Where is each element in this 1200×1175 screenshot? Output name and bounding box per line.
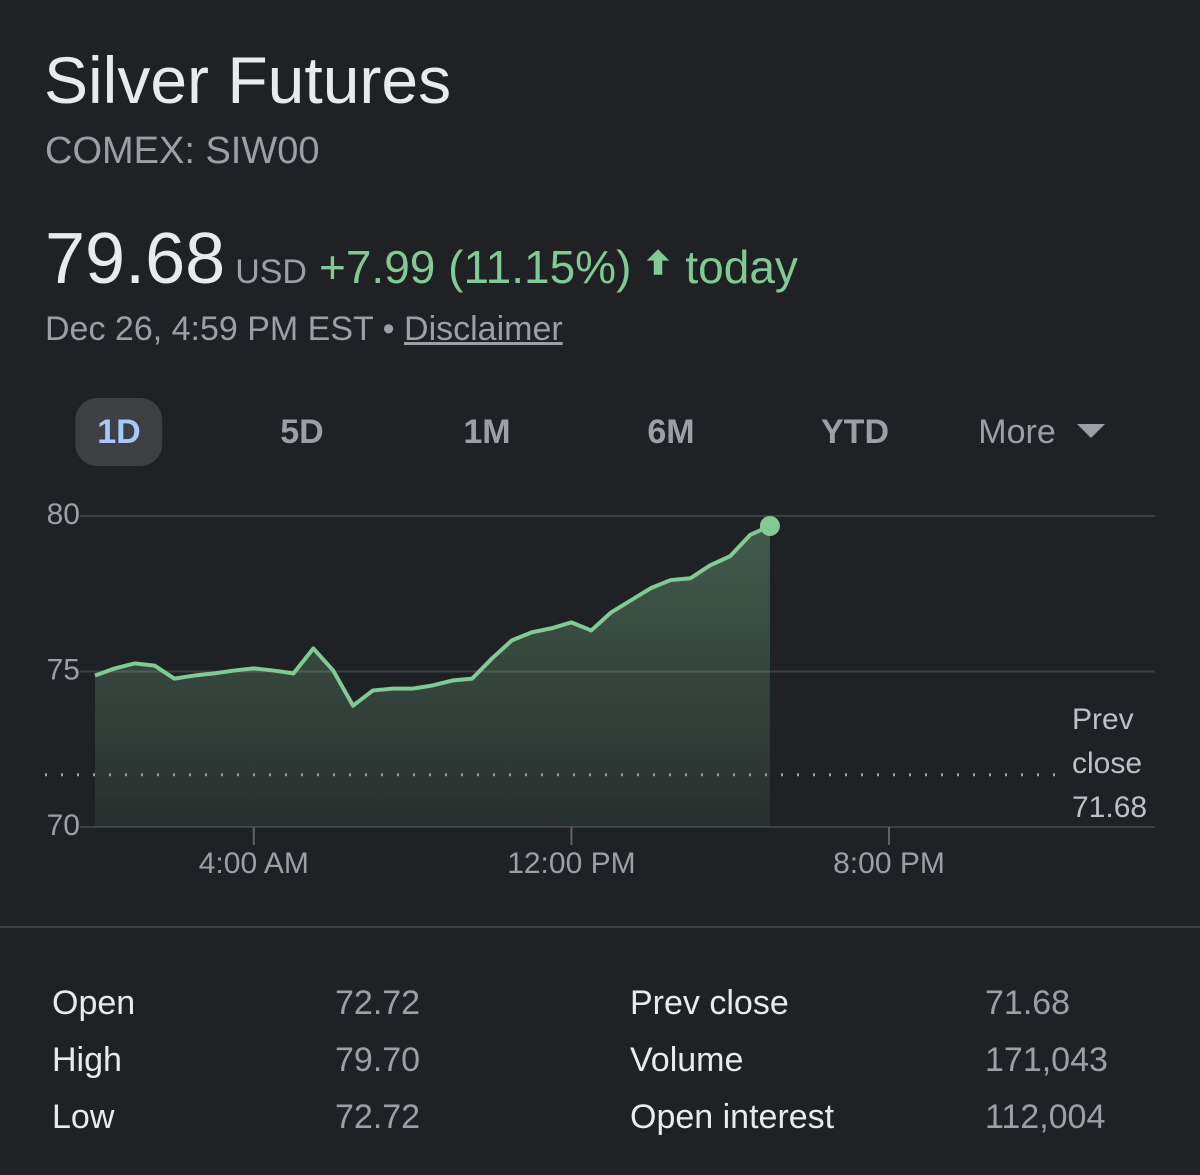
timestamp: Dec 26, 4:59 PM EST <box>45 310 374 348</box>
prev-close-value: 71.68 <box>1072 791 1148 824</box>
area <box>95 525 770 827</box>
stat-value: 112,004 <box>985 1098 1106 1136</box>
stat-value: 79.70 <box>335 1041 421 1079</box>
stat-label: Volume <box>630 1041 744 1079</box>
title: Silver Futures <box>44 43 452 117</box>
y-tick-label: 80 <box>47 498 80 531</box>
exchange: COMEX: SIW00 <box>45 130 320 172</box>
last-point <box>759 515 780 536</box>
change: +7.99 (11.15%) <box>318 241 632 293</box>
stat-value: 171,043 <box>985 1041 1108 1079</box>
stat-value: 72.72 <box>335 1098 421 1136</box>
stat-label: Low <box>52 1098 115 1136</box>
stat-label: High <box>52 1041 122 1079</box>
range-button[interactable]: 1D <box>75 398 163 466</box>
up-arrow <box>647 249 670 275</box>
chart: 70 75 80 4:00 AM 12:00 PM 8:00 PM <box>45 498 1155 880</box>
disclaimer-link[interactable]: Disclaimer <box>404 310 563 348</box>
prev-close-label: Prev close 71.68 <box>1072 698 1162 830</box>
range-button[interactable]: 5D <box>280 413 324 451</box>
timestamp-line: Dec 26, 4:59 PM EST • Disclaimer <box>45 310 563 349</box>
y-tick-label: 70 <box>47 809 80 842</box>
stat-label: Open interest <box>630 1098 835 1136</box>
price-line <box>94 524 771 708</box>
range-button[interactable]: YTD <box>821 413 889 451</box>
y-tick-label: 75 <box>47 653 80 686</box>
x-tick-label: 4:00 AM <box>199 847 309 880</box>
change-suffix: today <box>685 241 798 293</box>
separator: • <box>382 310 395 348</box>
x-tick-label: 12:00 PM <box>507 847 635 880</box>
stat-value: 71.68 <box>985 984 1071 1022</box>
price: 79.68 <box>45 219 226 299</box>
range-button[interactable]: 1M <box>463 413 511 451</box>
range-button[interactable]: 6M <box>647 413 695 451</box>
quote: 79.68 USD +7.99 (11.15%) today <box>45 218 798 300</box>
range-button[interactable]: More <box>978 413 1056 451</box>
stat-label: Prev close <box>630 984 789 1022</box>
prev-close-text: Prev close <box>1072 703 1143 780</box>
stat-label: Open <box>52 984 136 1022</box>
dropdown-arrow[interactable] <box>1077 424 1105 440</box>
divider <box>0 926 1200 928</box>
x-tick-label: 8:00 PM <box>833 847 945 880</box>
currency: USD <box>235 253 307 291</box>
stat-value: 72.72 <box>335 984 421 1022</box>
